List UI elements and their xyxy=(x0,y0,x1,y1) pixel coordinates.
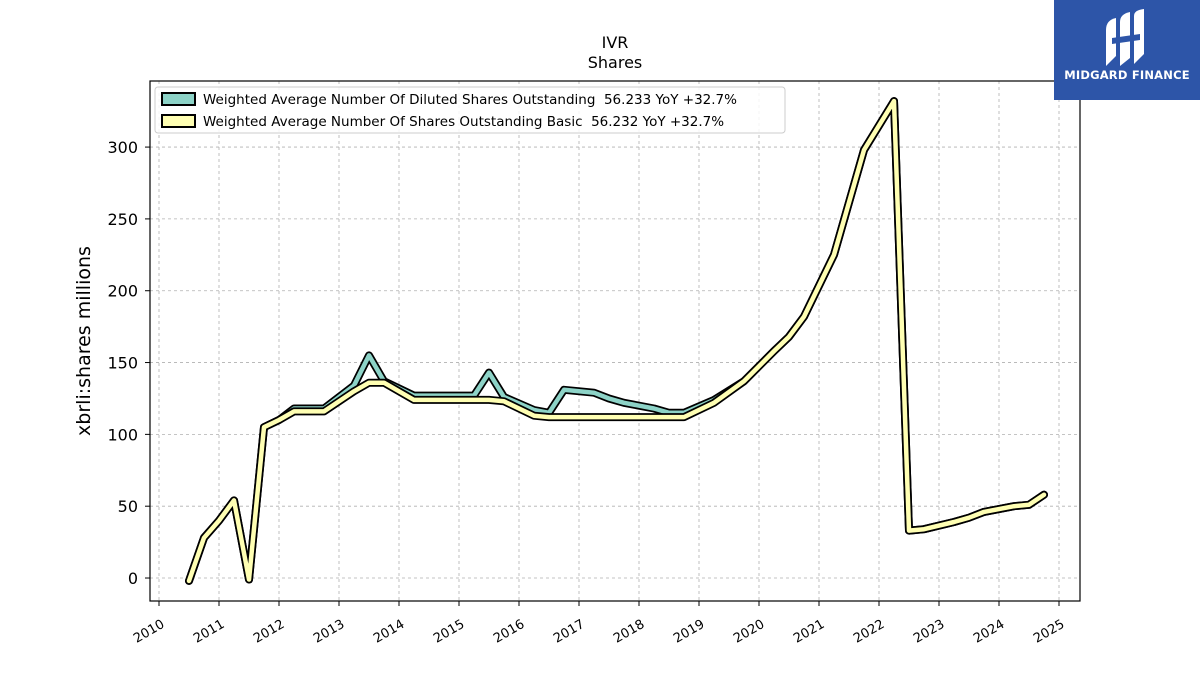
x-tick-label-2021: 2021 xyxy=(791,617,827,647)
y-tick-label-250: 250 xyxy=(107,210,138,229)
series-outline-1 xyxy=(185,97,1048,585)
y-tick-label-0: 0 xyxy=(128,569,138,588)
y-tick-label-50: 50 xyxy=(118,497,138,516)
x-tick-label-2012: 2012 xyxy=(251,617,287,647)
x-tick-label-2019: 2019 xyxy=(671,617,707,647)
x-tick-label-2010: 2010 xyxy=(131,617,167,647)
legend: Weighted Average Number Of Diluted Share… xyxy=(154,86,786,134)
series-line-1 xyxy=(186,98,1047,584)
x-tick-label-2020: 2020 xyxy=(731,617,767,647)
series-line-0 xyxy=(186,98,1047,584)
grid xyxy=(150,81,1080,601)
legend-label-diluted: Weighted Average Number Of Diluted Share… xyxy=(203,92,737,108)
logo-text: MIDGARD FINANCE xyxy=(1064,68,1190,82)
legend-swatch-diluted xyxy=(161,92,196,106)
y-tick-label-300: 300 xyxy=(107,138,138,157)
x-tick-label-2018: 2018 xyxy=(611,617,647,647)
legend-box xyxy=(154,86,786,134)
legend-label-basic: Weighted Average Number Of Shares Outsta… xyxy=(203,114,724,130)
x-tick-label-2011: 2011 xyxy=(191,617,227,647)
y-tick-label-200: 200 xyxy=(107,282,138,301)
x-tick-label-2022: 2022 xyxy=(851,617,887,647)
midgard-logo-icon xyxy=(1106,9,1144,66)
plot-frame xyxy=(149,80,1081,602)
x-tick-label-2023: 2023 xyxy=(911,617,947,647)
y-tick-label-150: 150 xyxy=(107,354,138,373)
legend-swatch-basic xyxy=(161,114,196,128)
y-axis-label: xbrli:shares millions xyxy=(73,246,95,436)
y-tick-label-100: 100 xyxy=(107,425,138,444)
series-lines xyxy=(185,97,1048,585)
x-tick-label-2025: 2025 xyxy=(1031,617,1067,647)
chart-subtitle: Shares xyxy=(588,53,643,72)
x-tick-label-2024: 2024 xyxy=(971,617,1007,647)
x-tick-label-2014: 2014 xyxy=(371,617,407,647)
x-tick-label-2017: 2017 xyxy=(551,617,587,647)
chart-title: IVR xyxy=(602,33,629,52)
series-outline-0 xyxy=(185,97,1048,585)
x-tick-label-2015: 2015 xyxy=(431,617,467,647)
x-tick-label-2013: 2013 xyxy=(311,617,347,647)
x-tick-label-2016: 2016 xyxy=(491,617,527,647)
midgard-logo: MIDGARD FINANCE xyxy=(1054,0,1200,100)
